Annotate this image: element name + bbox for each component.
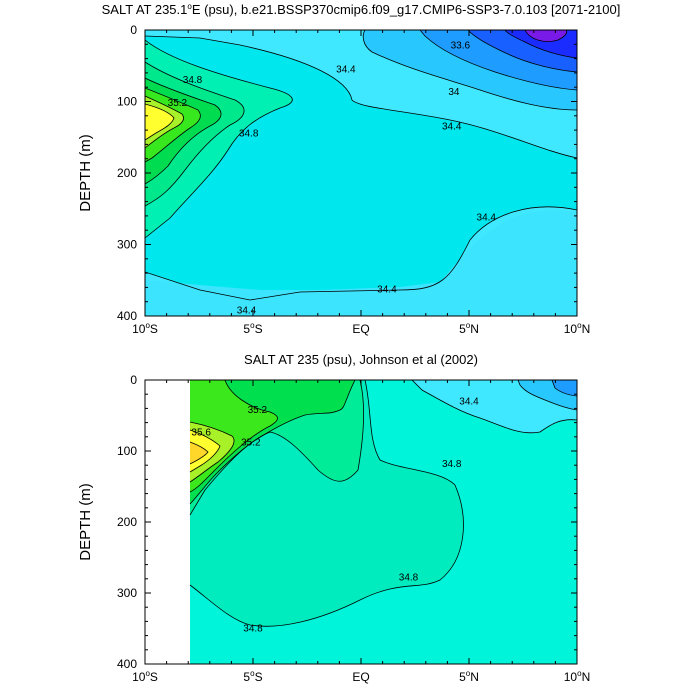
bottom-band-34-8 (190, 380, 464, 627)
top-band-35-8 (145, 104, 174, 140)
contour-label: 34.8 (239, 129, 259, 140)
y-tick-label: 200 (117, 515, 137, 529)
bottom-band-36-0 (190, 442, 208, 464)
x-tick-label: 5oS (243, 321, 262, 336)
contour-label: 34.8 (243, 624, 263, 635)
panel-bottom-contour-fill (189, 380, 577, 664)
contour-label: 34.8 (399, 572, 419, 583)
contour-label: 34.4 (336, 64, 356, 75)
bottom-band-34-4-east-strip (470, 388, 511, 408)
y-tick-label: 100 (117, 95, 137, 109)
contour-label: 34.4 (237, 305, 257, 316)
x-tick-label: 5oN (459, 669, 479, 684)
x-tick-label: EQ (352, 670, 369, 684)
panel-bottom-title: SALT AT 235 (psu), Johnson et al (2002) (244, 352, 478, 367)
y-tick-label: 0 (130, 23, 137, 37)
panel-top-contour-fill (145, 30, 577, 316)
panel-bottom-y-axis-label: DEPTH (m) (77, 483, 94, 561)
contour-label: 35.2 (241, 437, 261, 448)
panel-top-ticks: 10oS 5oS EQ 5oN 10oN 0 100 200 300 400 (117, 23, 590, 336)
y-tick-label: 300 (117, 586, 137, 600)
top-band-33-2 (525, 30, 567, 42)
panel-top-contour-labels: 33.6 34.4 34.8 35.2 34 34.4 34.8 34.4 34.4 34.4 (168, 41, 497, 317)
contour-label: 34.8 (442, 459, 462, 470)
x-tick-label: 10oS (132, 321, 158, 336)
x-tick-label: 5oN (459, 321, 479, 336)
bottom-band-34-0 (552, 380, 577, 396)
x-tick-label: 10oN (564, 669, 590, 684)
x-tick-label: EQ (352, 322, 369, 336)
contour-label: 34.4 (442, 122, 462, 133)
contour-label: 34.8 (183, 75, 203, 86)
contour-label: 33.6 (451, 41, 471, 52)
x-tick-label: 10oS (132, 669, 158, 684)
contour-label: 34 (448, 87, 460, 98)
y-tick-label: 400 (117, 309, 137, 323)
contour-label: 34.4 (477, 212, 497, 223)
y-tick-label: 400 (117, 657, 137, 671)
top-band-34-4-deep (145, 210, 577, 316)
y-tick-label: 300 (117, 238, 137, 252)
x-tick-label: 10oN (564, 321, 590, 336)
panel-bottom-ticks: 10oS 5oS EQ 5oN 10oN 0 100 200 300 400 (117, 373, 590, 684)
panel-top-title: SALT AT 235.1oE (psu), b.e21.BSSP370cmip… (102, 2, 621, 17)
contour-label: 34.4 (377, 285, 397, 296)
contour-label: 35.2 (168, 98, 188, 109)
contour-label: 35.6 (191, 428, 211, 439)
contour-label: 35.2 (248, 405, 268, 416)
panel-top: SALT AT 235.1oE (psu), b.e21.BSSP370cmip… (77, 2, 620, 336)
y-tick-label: 100 (117, 444, 137, 458)
panel-bottom: SALT AT 235 (psu), Johnson et al (2002) (77, 352, 590, 684)
panel-top-y-axis-label: DEPTH (m) (77, 134, 94, 212)
y-tick-label: 200 (117, 166, 137, 180)
contour-label: 34.4 (459, 396, 479, 407)
panel-bottom-contour-labels: 35.2 34.4 35.6 35.2 34.8 34.8 34.8 (191, 396, 479, 634)
y-tick-label: 0 (130, 373, 137, 387)
x-tick-label: 5oS (243, 669, 262, 684)
